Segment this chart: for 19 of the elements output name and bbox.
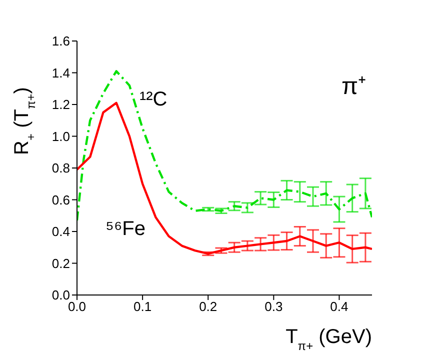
series-label: ⁵⁶Fe: [106, 218, 146, 240]
y-tick-label: 1.2: [52, 97, 70, 112]
x-tick-label: 0.2: [199, 299, 218, 314]
y-tick-label: 0.2: [52, 256, 70, 271]
y-tick-label: 1.6: [52, 34, 70, 49]
x-tick-label: 0.0: [68, 299, 86, 314]
x-tick-label: 0.1: [134, 299, 152, 314]
x-axis-title: T$_{π+}$ (GeV): [286, 326, 372, 353]
series-label: ¹²C: [139, 88, 168, 110]
line-series: [77, 70, 372, 222]
annotation: π⁺: [341, 72, 366, 101]
x-tick-label: 0.4: [330, 299, 348, 314]
y-tick-label: 0.4: [52, 224, 70, 240]
y-tick-label: 1.0: [52, 128, 70, 144]
y-tick-label: 1.4: [52, 65, 70, 80]
y-tick-label: 0.6: [52, 192, 70, 208]
y-tick-label: 0.0: [52, 288, 70, 303]
x-tick-label: 0.3: [264, 299, 283, 314]
y-tick-label: 0.8: [52, 160, 70, 176]
